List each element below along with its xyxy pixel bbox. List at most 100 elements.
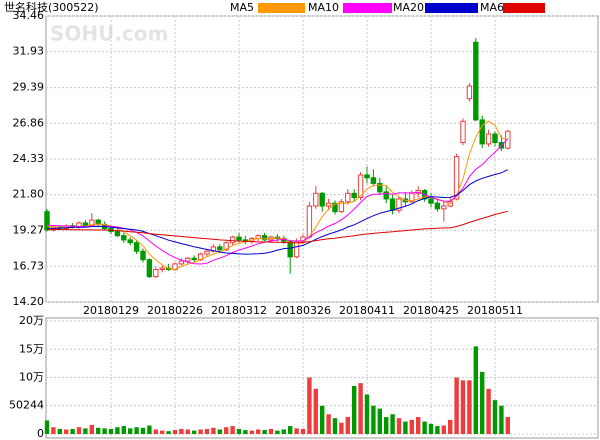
- volume-bar: [358, 383, 363, 434]
- candle-body: [293, 240, 300, 258]
- volume-bar: [390, 414, 395, 434]
- volume-bar: [256, 429, 261, 434]
- candle-body: [204, 250, 210, 255]
- candle-body: [306, 205, 313, 238]
- ma-line: [47, 169, 509, 255]
- volume-bar: [384, 417, 389, 434]
- volume-bar: [473, 346, 478, 434]
- volume-bar: [76, 427, 82, 434]
- volume-bar: [262, 430, 267, 434]
- volume-bar: [313, 388, 318, 434]
- volume-bar: [345, 417, 350, 434]
- x-tick-label: 20180129: [83, 304, 139, 317]
- volume-bar: [300, 428, 306, 434]
- y-tick-label: 21.80: [13, 188, 45, 201]
- candle-body: [453, 156, 460, 200]
- candle-body: [441, 205, 447, 210]
- watermark: SOHU.com: [50, 22, 168, 46]
- volume-bar: [224, 427, 229, 434]
- volume-bar: [460, 380, 466, 434]
- candle-body: [479, 119, 485, 145]
- candle-body: [140, 250, 146, 261]
- candle-body: [319, 192, 325, 207]
- candle-body: [473, 41, 479, 121]
- ma-line: [46, 120, 508, 271]
- candle-body: [370, 177, 377, 184]
- x-tick-label: 20180312: [211, 304, 267, 317]
- candle-body: [345, 192, 351, 203]
- candle-body: [236, 236, 242, 241]
- y-tick-label: 29.39: [13, 81, 45, 94]
- y-tick-label: 10万: [19, 371, 44, 384]
- ma-line: [46, 210, 508, 244]
- volume-bar: [294, 428, 299, 434]
- candle-body: [466, 85, 473, 100]
- legend-swatch: [258, 3, 305, 13]
- candle-body: [357, 174, 364, 199]
- volume-bar: [371, 405, 376, 434]
- candle-body: [338, 201, 345, 213]
- y-tick-label: 50244: [9, 399, 44, 412]
- candle-body: [377, 182, 383, 193]
- volume-bar: [467, 380, 472, 434]
- legend-label: MA20: [393, 1, 424, 14]
- y-tick-label: 26.86: [13, 116, 45, 129]
- y-tick-label: 31.93: [13, 45, 45, 58]
- volume-bar: [64, 429, 69, 434]
- volume-bar: [441, 425, 446, 434]
- y-tick-label: 16.73: [13, 259, 45, 272]
- candle-body: [460, 120, 466, 143]
- volume-bar: [70, 428, 75, 434]
- volume-bar: [236, 428, 242, 434]
- volume-bar: [83, 428, 88, 434]
- volume-bar: [96, 427, 101, 434]
- candle-body: [133, 242, 140, 252]
- volume-bar: [249, 430, 254, 434]
- volume-bar: [89, 424, 94, 434]
- volume-bar: [211, 427, 216, 434]
- ma-line: [46, 138, 509, 265]
- candle-body: [191, 257, 197, 261]
- candle-body: [153, 269, 159, 278]
- volume-bar: [153, 429, 158, 434]
- volume-bar: [172, 430, 178, 434]
- volume-bar: [166, 431, 171, 434]
- volume-bar: [486, 388, 491, 434]
- volume-bar: [403, 421, 408, 434]
- volume-bar: [128, 428, 133, 434]
- volume-bar: [320, 405, 325, 434]
- candle-body: [210, 246, 217, 252]
- volume-bar: [185, 429, 190, 434]
- volume-bar: [268, 428, 274, 434]
- volume-bar: [44, 420, 50, 434]
- volume-bar: [307, 377, 312, 434]
- candle-body: [325, 202, 332, 207]
- volume-bar: [339, 422, 344, 434]
- volume-bar: [147, 425, 152, 434]
- volume-bar: [51, 427, 56, 434]
- volume-bar: [409, 419, 414, 434]
- volume-bar: [275, 430, 280, 434]
- y-tick-label: 15万: [19, 342, 44, 355]
- volume-bar: [108, 428, 114, 434]
- candle-body: [313, 192, 319, 207]
- candle-body: [332, 202, 338, 213]
- legend-label: MA10: [308, 1, 339, 14]
- candle-body: [146, 259, 153, 278]
- volume-bar: [204, 428, 210, 434]
- volume-bar: [192, 430, 197, 434]
- candle-body: [127, 239, 133, 244]
- candle-body: [223, 242, 229, 251]
- volume-bar: [428, 423, 434, 434]
- volume-bar: [243, 430, 248, 434]
- x-tick-label: 20180425: [403, 304, 459, 317]
- y-tick-label: 24.33: [13, 152, 45, 165]
- volume-bar: [198, 429, 203, 434]
- candle-body: [351, 192, 357, 199]
- volume-bar: [364, 394, 370, 434]
- volume-bar: [57, 428, 62, 434]
- volume-bar: [217, 429, 222, 434]
- candle-body: [434, 202, 441, 210]
- volume-bar: [499, 405, 504, 434]
